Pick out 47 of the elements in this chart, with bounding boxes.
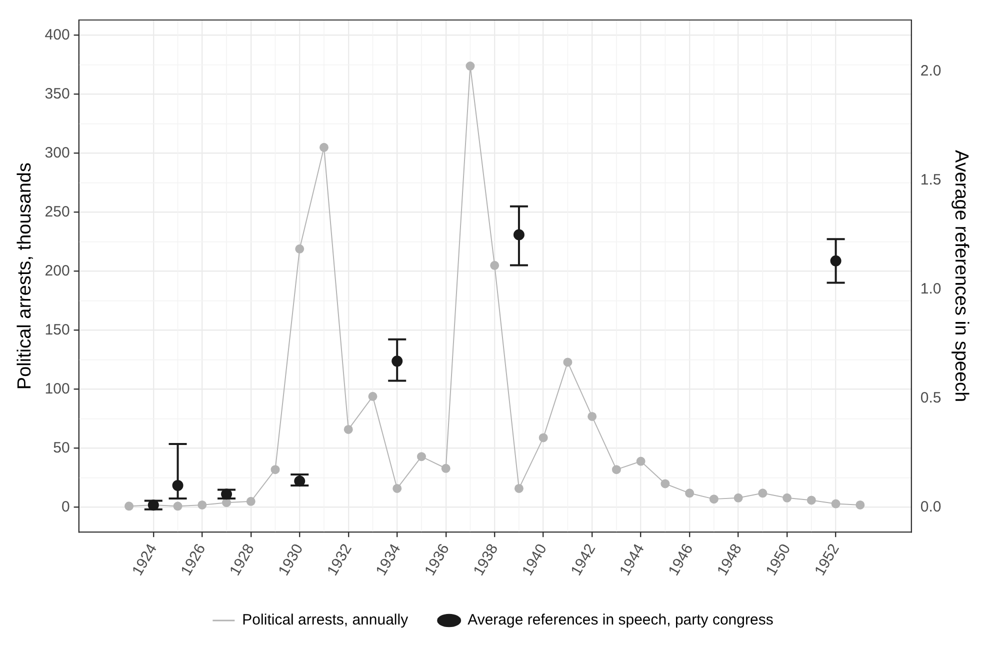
point	[270, 465, 280, 474]
point	[466, 62, 475, 71]
point	[246, 496, 256, 506]
point	[392, 484, 402, 493]
point	[344, 424, 353, 434]
y2-tick-label: 1.5	[920, 171, 942, 188]
y-tick-label: 100	[44, 380, 70, 398]
point	[831, 499, 840, 508]
y-tick-label: 350	[44, 85, 70, 102]
point	[514, 484, 524, 493]
point	[490, 260, 500, 270]
point	[295, 244, 304, 254]
y2-tick-label: 0.0	[920, 498, 942, 516]
point	[758, 488, 768, 498]
point	[173, 502, 182, 511]
point	[734, 493, 743, 502]
point	[538, 433, 548, 442]
point	[441, 464, 450, 473]
point	[124, 502, 134, 511]
y-tick-label: 400	[44, 26, 70, 44]
point	[685, 488, 694, 498]
y-axis-title: Political arrests, thousands	[14, 162, 36, 390]
point	[636, 456, 646, 466]
point	[368, 392, 378, 401]
legend-label: Political arrests, annually	[242, 612, 409, 629]
y-tick-label: 250	[44, 203, 70, 220]
legend-label: Average references in speech, party congress	[468, 612, 774, 629]
y2-tick-label: 2.0	[920, 62, 942, 80]
y-tick-label: 0	[61, 498, 70, 516]
y-tick-label: 50	[53, 439, 70, 456]
point	[782, 493, 792, 502]
y-tick-label: 300	[44, 144, 70, 162]
point	[416, 452, 426, 462]
point	[806, 496, 816, 505]
point	[612, 465, 621, 474]
point	[320, 142, 328, 152]
y2-axis-title: Average references in speech	[950, 150, 972, 402]
y2-tick-label: 1.0	[920, 280, 942, 298]
y-tick-label: 150	[44, 321, 70, 338]
y-tick-label: 200	[44, 262, 70, 280]
point	[660, 479, 670, 488]
point	[588, 412, 597, 421]
point	[856, 500, 865, 510]
point	[709, 494, 718, 504]
point	[563, 358, 572, 367]
point	[198, 500, 207, 510]
y2-tick-label: 0.5	[920, 389, 942, 406]
